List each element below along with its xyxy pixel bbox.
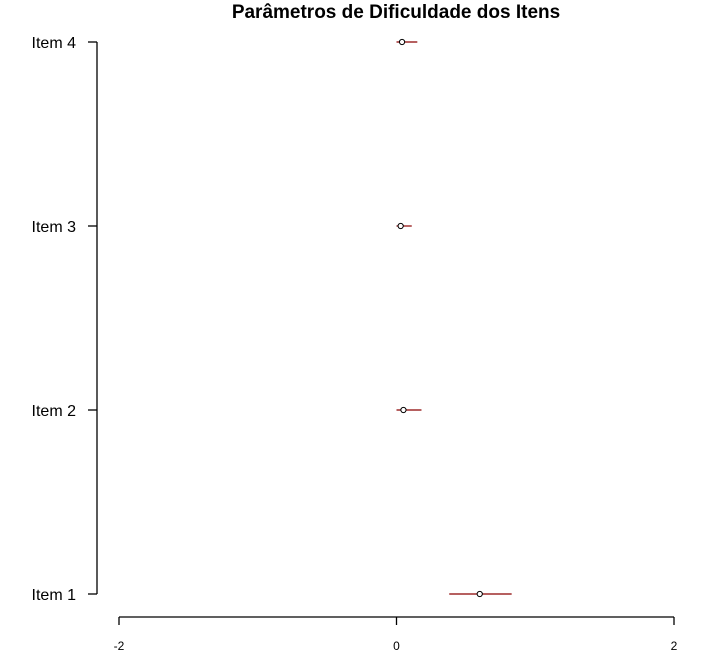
y-tick-label: Item 2 (32, 403, 77, 420)
x-tick-label: -2 (114, 639, 125, 653)
y-axis: Item 1 Item 2 Item 3 Item 4 (32, 35, 98, 604)
x-tick-label: 2 (671, 639, 678, 653)
y-tick-label: Item 4 (32, 35, 77, 52)
point-estimate (476, 590, 483, 598)
point-estimate (397, 222, 404, 230)
y-tick-label: Item 1 (32, 587, 77, 604)
point-estimate (398, 38, 406, 46)
x-tick-label: 0 (393, 639, 400, 653)
plot-area (396, 38, 512, 598)
chart-title: Parâmetros de Dificuldade dos Itens (232, 2, 560, 23)
x-axis: -2 0 2 (114, 616, 678, 653)
point-estimate (400, 406, 407, 414)
y-tick-label: Item 3 (32, 219, 77, 236)
